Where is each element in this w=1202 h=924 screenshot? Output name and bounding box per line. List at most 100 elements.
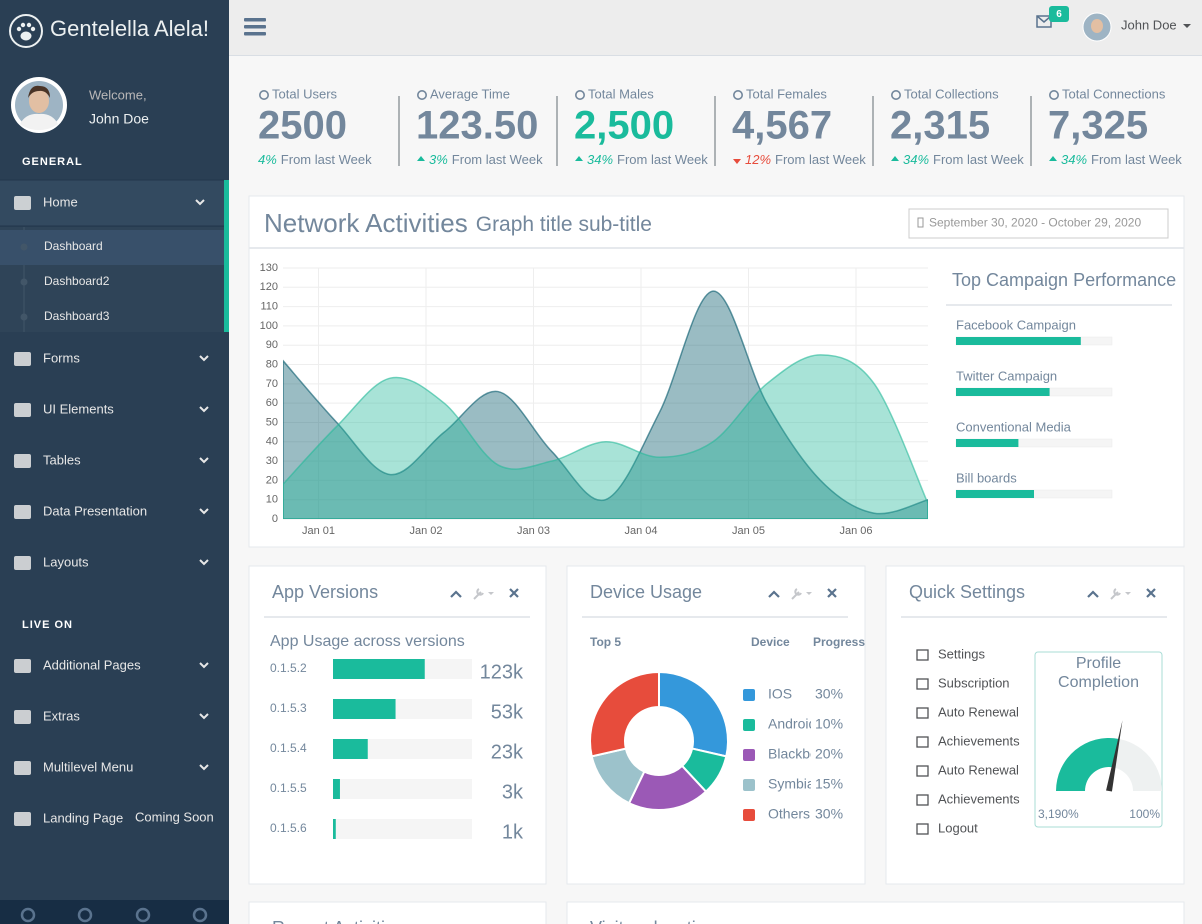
menu-item[interactable]: UI Elements (43, 401, 114, 416)
badge: 6 (1056, 9, 1062, 20)
menu-item[interactable]: Home (43, 194, 78, 209)
y-tick-label: 60 (266, 397, 278, 409)
menu-toggle[interactable] (244, 25, 266, 29)
y-tick-label: 130 (260, 262, 278, 274)
collapse-icon[interactable] (450, 590, 462, 598)
paw-toe (16, 26, 22, 32)
stat-label: Total Collections (904, 86, 999, 101)
area-series (283, 290, 928, 519)
progress-bar (333, 699, 396, 719)
avatar-hair (28, 85, 50, 98)
stat-change-line: 3% From last Week (429, 152, 543, 167)
footer-icon[interactable] (20, 907, 36, 923)
footer-icon[interactable] (77, 907, 93, 923)
collapse-icon[interactable] (768, 590, 780, 598)
setting-item[interactable]: Auto Renewal (938, 762, 1019, 777)
submenu-dot (20, 243, 28, 251)
menu-toggle[interactable] (244, 32, 266, 36)
chevron (199, 713, 209, 720)
menu-toggle[interactable] (244, 18, 266, 22)
settings-caret (488, 592, 494, 595)
x-tick-label: Jan 03 (517, 525, 550, 537)
welcome: Welcome, (89, 87, 147, 102)
progress-bar (333, 819, 336, 839)
date-range: September 30, 2020 - October 29, 2020 (929, 216, 1141, 230)
menu-icon (14, 505, 31, 519)
menu-icon (14, 454, 31, 468)
chevron (199, 406, 209, 413)
panel-title: Quick Settings (909, 582, 1025, 602)
setting-item[interactable]: Subscription (938, 675, 1010, 690)
trend-arrow (575, 156, 583, 161)
table-header: Device (751, 635, 790, 649)
x-tick-label: Jan 05 (732, 525, 765, 537)
menu-item[interactable]: Data Presentation (43, 503, 147, 518)
close-icon[interactable] (509, 588, 519, 598)
y-tick-label: 90 (266, 339, 278, 351)
nav-user[interactable]: John Doe (1121, 17, 1177, 32)
network-header: Network Activities Graph title sub-title (264, 208, 652, 238)
app-subtitle: App Usage across versions (270, 633, 465, 650)
stat-change: 3% (429, 152, 448, 167)
usage-value: 3k (502, 781, 524, 803)
stat-change-line: 4% From last Week (258, 152, 372, 167)
setting-icon (916, 649, 929, 661)
stat-icon (574, 90, 585, 101)
settings-icon[interactable] (791, 588, 802, 600)
legend-label: Android (768, 716, 816, 732)
table-header: Top 5 (590, 635, 621, 649)
campaign-label: Facebook Campaign (956, 317, 1076, 332)
chevron (199, 508, 209, 515)
stat-change-line: 34% From last Week (587, 152, 708, 167)
submenu-item[interactable]: Dashboard3 (44, 309, 110, 323)
date-picker[interactable] (908, 208, 1169, 239)
setting-item[interactable]: Settings (938, 646, 985, 661)
menu-item[interactable]: Layouts (43, 554, 89, 569)
menu-item[interactable]: Forms (43, 350, 80, 365)
menu-item[interactable]: Tables (43, 452, 81, 467)
legend-swatch (743, 689, 755, 701)
brand: Gentelella Alela! (50, 16, 209, 41)
setting-item[interactable]: Achievements (938, 791, 1020, 806)
setting-item[interactable]: Logout (938, 820, 978, 835)
submenu-item[interactable]: Dashboard (44, 239, 103, 253)
footer-icon[interactable] (135, 907, 151, 923)
trend-arrow (417, 156, 425, 161)
close-icon[interactable] (1146, 588, 1156, 598)
menu-icon (14, 196, 31, 210)
submenu-item[interactable]: Dashboard2 (44, 274, 110, 288)
version-label: 0.1.5.3 (270, 701, 307, 715)
progress-bar (956, 439, 1019, 447)
settings-caret (806, 592, 812, 595)
y-tick-label: 30 (266, 455, 278, 467)
stat-tile: Average Time 123.50 3% From last Week (416, 86, 543, 167)
legend-value: 30% (815, 806, 843, 822)
footer-icon[interactable] (192, 907, 208, 923)
setting-item[interactable]: Auto Renewal (938, 704, 1019, 719)
chevron (199, 355, 209, 362)
menu-item[interactable]: Additional Pages (43, 657, 141, 672)
setting-item[interactable]: Achievements (938, 733, 1020, 748)
brand-icon (9, 14, 43, 48)
settings-icon[interactable] (1110, 588, 1121, 600)
y-tick-label: 20 (266, 474, 278, 486)
collapse-icon[interactable] (1087, 590, 1099, 598)
settings-icon[interactable] (473, 588, 484, 600)
menu-item[interactable]: Multilevel Menu (43, 759, 133, 774)
gauge-needle (1106, 720, 1123, 792)
menu-item[interactable]: Landing Page (43, 810, 123, 825)
panel-title: Visitors location (590, 918, 716, 924)
menu-item[interactable]: Extras (43, 708, 80, 723)
close-icon[interactable] (827, 588, 837, 598)
trend-arrow (891, 156, 899, 161)
stat-value: 2,315 (890, 104, 990, 148)
stat-change-line: 12% From last Week (745, 152, 866, 167)
table-header: Progress (813, 635, 865, 649)
y-tick-label: 50 (266, 416, 278, 428)
stat-change: 34% (587, 152, 613, 167)
setting-icon (916, 707, 929, 719)
progress-bar (956, 337, 1081, 345)
profile-title-box: Profile Completion (1058, 655, 1139, 691)
